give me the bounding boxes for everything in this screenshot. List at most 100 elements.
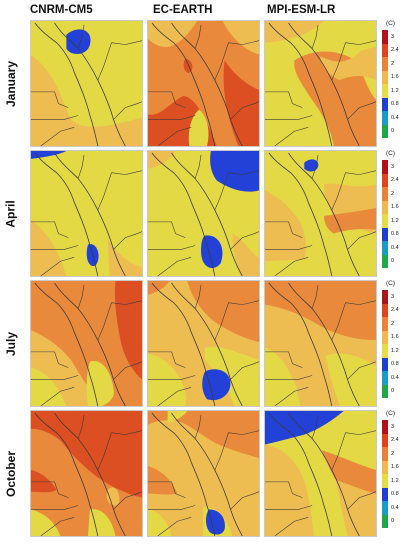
border-line xyxy=(274,387,309,406)
border-line xyxy=(157,127,192,146)
map-panel-july-cnrm-cm5 xyxy=(30,280,143,407)
border-line xyxy=(265,245,313,250)
border-line xyxy=(274,257,309,276)
legend-tick-label: 2.4 xyxy=(391,47,399,54)
legend-tick-label: 0.8 xyxy=(391,231,399,238)
map-canvas xyxy=(148,21,259,146)
legend-unit: (C) xyxy=(386,150,396,157)
border-line xyxy=(214,42,229,81)
map-panel-april-ec-earth xyxy=(147,150,260,277)
border-line xyxy=(97,302,112,341)
legend-swatch xyxy=(382,227,388,241)
coastline xyxy=(34,22,99,146)
contour-dark-orange xyxy=(148,58,259,146)
contour-yellow xyxy=(31,361,114,406)
border-line xyxy=(265,505,313,510)
contour-blue xyxy=(66,29,91,55)
border-line xyxy=(228,300,259,305)
legend-unit: (C) xyxy=(386,410,396,417)
border-line xyxy=(311,24,319,49)
border-line xyxy=(265,375,313,380)
border-line xyxy=(111,300,142,305)
contour-orange xyxy=(148,281,259,343)
legend-tick-label: 0.8 xyxy=(391,491,399,498)
legend-july: (C) 3 2.4 2 1.6 1.2 0.8 0.4 0 xyxy=(378,280,406,407)
border-line xyxy=(77,154,85,179)
border-line xyxy=(157,387,192,406)
legend-swatch xyxy=(382,501,388,515)
map-canvas xyxy=(148,281,259,406)
border-line xyxy=(40,127,75,146)
contour-orange xyxy=(31,281,142,406)
border-line xyxy=(31,245,79,250)
border-line xyxy=(113,231,142,250)
column-title-ec-earth: EC-EARTH xyxy=(153,4,213,16)
border-line xyxy=(113,361,142,380)
legend-tick-label: 0 xyxy=(391,258,395,265)
legend-colorbar xyxy=(382,420,388,528)
map-panel-january-cnrm-cm5 xyxy=(30,20,143,147)
coastline xyxy=(288,282,360,406)
contour-dark-orange xyxy=(114,281,142,380)
legend-tick-label: 1.2 xyxy=(391,87,399,94)
legend-tick-label: 0.4 xyxy=(391,374,399,381)
border-line xyxy=(228,170,259,175)
border-line xyxy=(311,284,319,309)
border-line xyxy=(230,361,259,380)
border-line xyxy=(157,257,192,276)
legend-swatch xyxy=(382,344,388,358)
contour-light-orange xyxy=(148,151,259,276)
border-line xyxy=(111,40,142,45)
map-panel-october-mpi-esm-lr xyxy=(264,410,377,537)
border-line xyxy=(274,517,309,536)
legend-swatch xyxy=(382,371,388,385)
contour-blue xyxy=(202,369,231,401)
legend-swatch xyxy=(382,460,388,474)
border-line xyxy=(274,127,309,146)
border-line xyxy=(228,40,259,45)
border-line xyxy=(347,491,376,510)
legend-tick-label: 2.4 xyxy=(391,307,399,314)
border-line xyxy=(194,24,202,49)
legend-swatch xyxy=(382,30,388,44)
legend-swatch xyxy=(382,84,388,98)
legend-swatch xyxy=(382,173,388,187)
border-line xyxy=(194,284,202,309)
border-line xyxy=(331,432,346,471)
legend-swatch xyxy=(382,97,388,111)
border-line xyxy=(148,115,196,120)
border-line xyxy=(148,351,186,368)
coastline xyxy=(151,282,216,406)
border-line xyxy=(345,40,376,45)
legend-swatch xyxy=(382,187,388,201)
contour-light-orange xyxy=(265,21,376,81)
map-panel-october-cnrm-cm5 xyxy=(30,410,143,537)
legend-swatch xyxy=(382,43,388,57)
border-line xyxy=(40,517,75,536)
coastline xyxy=(34,412,99,536)
coastline xyxy=(268,282,333,406)
border-line xyxy=(148,481,186,498)
coastline xyxy=(268,412,333,536)
border-line xyxy=(31,481,69,498)
legend-swatch xyxy=(382,303,388,317)
map-canvas xyxy=(31,21,142,146)
map-panel-october-ec-earth xyxy=(147,410,260,537)
legend-tick-label: 1.6 xyxy=(391,334,399,341)
border-line xyxy=(311,414,319,439)
legend-swatch xyxy=(382,241,388,255)
border-line xyxy=(77,284,85,309)
column-title-mpi-esm-lr: MPI-ESM-LR xyxy=(267,4,336,16)
border-line xyxy=(77,24,85,49)
column-title-cnrm-cm5: CNRM-CM5 xyxy=(30,4,93,16)
border-line xyxy=(31,351,69,368)
border-line xyxy=(347,101,376,120)
legend-colorbar xyxy=(382,290,388,398)
border-line xyxy=(194,154,202,179)
legend-tick-label: 0.4 xyxy=(391,244,399,251)
map-canvas xyxy=(265,21,376,146)
border-line xyxy=(265,91,303,108)
border-line xyxy=(214,302,229,341)
border-line xyxy=(230,231,259,250)
border-line xyxy=(230,491,259,510)
